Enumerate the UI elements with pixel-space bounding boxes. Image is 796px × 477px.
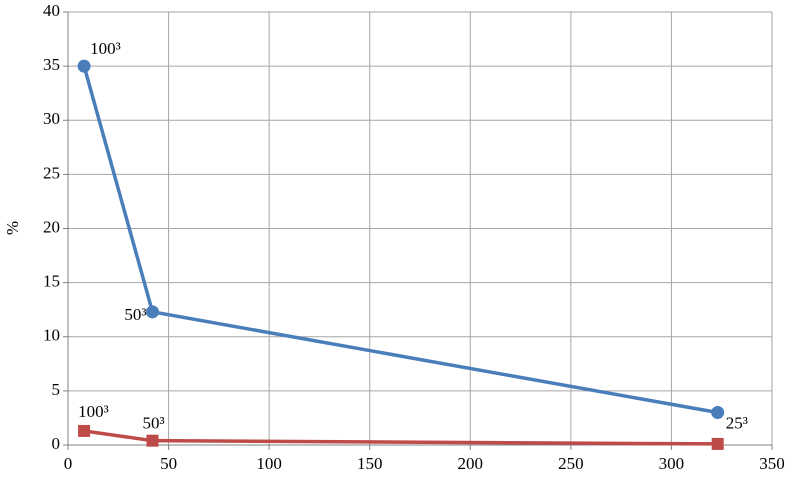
y-tick-label: 40	[43, 1, 60, 20]
point-marker	[711, 406, 725, 420]
point-label: 100³	[90, 39, 121, 58]
point-marker	[78, 424, 91, 437]
point-marker	[77, 59, 91, 73]
x-tick-label: 150	[357, 454, 383, 473]
point-marker	[146, 434, 159, 447]
x-tick-label: 350	[759, 454, 785, 473]
x-tick-label: 50	[160, 454, 177, 473]
series-line	[82, 65, 718, 415]
y-tick-label: 35	[43, 55, 60, 74]
point-marker	[145, 305, 159, 319]
point-label: 50³	[142, 414, 164, 433]
x-tick-label: 250	[558, 454, 584, 473]
point-marker	[711, 437, 724, 450]
y-tick-label: 15	[43, 272, 60, 291]
y-tick-label: 0	[52, 434, 61, 453]
point-label: 100³	[78, 402, 109, 421]
y-tick-label: 30	[43, 109, 60, 128]
y-tick-label: 10	[43, 326, 60, 345]
x-tick-label: 200	[458, 454, 484, 473]
y-tick-label: 5	[52, 380, 61, 399]
y-tick-label: 25	[43, 163, 60, 182]
series-line	[83, 429, 718, 446]
point-label: 25³	[726, 413, 748, 432]
y-tick-label: 20	[43, 217, 60, 236]
x-tick-label: 0	[64, 454, 73, 473]
x-tick-label: 100	[256, 454, 282, 473]
x-tick-label: 300	[659, 454, 685, 473]
point-label: 50³	[124, 305, 146, 324]
y-axis-label: %	[3, 221, 22, 235]
